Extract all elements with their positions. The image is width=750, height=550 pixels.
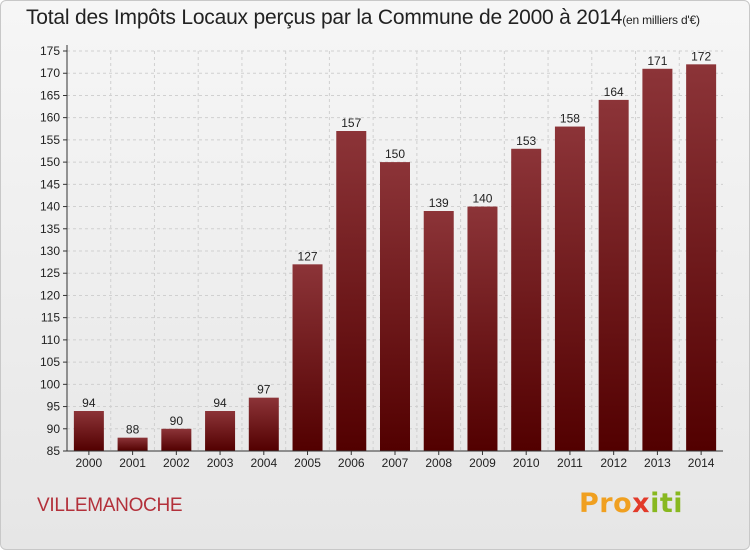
y-tick-label: 150 (40, 155, 60, 169)
data-label: 172 (691, 49, 711, 63)
bar (73, 411, 104, 451)
data-label: 139 (429, 196, 449, 210)
bar (161, 428, 192, 451)
data-label: 153 (516, 134, 536, 148)
x-tick-label: 2001 (119, 456, 146, 470)
data-label: 164 (604, 85, 624, 99)
data-label: 140 (472, 192, 492, 206)
x-tick-label: 2000 (76, 456, 103, 470)
y-tick-label: 165 (40, 88, 60, 102)
bar (511, 148, 542, 451)
data-label: 94 (213, 396, 227, 410)
x-tick-label: 2011 (557, 456, 583, 470)
data-label: 127 (298, 249, 318, 263)
bar (554, 126, 585, 452)
bar (292, 264, 323, 451)
y-tick-label: 175 (40, 44, 60, 58)
logo-part-2: x (632, 488, 651, 519)
logo-part-1: Pro (579, 488, 633, 519)
bar (336, 131, 367, 451)
bar (642, 68, 673, 452)
x-tick-label: 2003 (207, 456, 234, 470)
data-label: 97 (257, 383, 271, 397)
axes: 85 90 95 100 105 110 115 120 125 130 135 140 145 150 1… (40, 44, 723, 470)
bar (686, 64, 717, 452)
y-tick-label: 100 (40, 377, 60, 391)
data-label: 171 (647, 54, 667, 68)
chart-unit: (en milliers d'€) (622, 13, 700, 27)
y-tick-label: 85 (47, 444, 61, 458)
x-tick-label: 2004 (250, 456, 277, 470)
x-tick-label: 2012 (600, 456, 627, 470)
bar (467, 206, 498, 451)
y-tick-label: 115 (41, 311, 60, 325)
data-label: 88 (126, 423, 140, 437)
bar (248, 397, 279, 451)
data-label: 90 (170, 414, 184, 428)
y-tick-label: 155 (40, 133, 60, 147)
x-tick-label: 2014 (688, 456, 715, 470)
bar (205, 411, 236, 451)
x-tick-label: 2009 (469, 456, 496, 470)
y-tick-label: 110 (41, 333, 60, 347)
y-tick-label: 135 (40, 222, 60, 236)
y-tick-label: 120 (40, 288, 60, 302)
data-labels: 94 88 90 94 97 127 157 150 139 140 153 158 164 171 172 (82, 49, 711, 436)
chart-title: Total des Impôts Locaux perçus par la Co… (26, 6, 700, 30)
y-tick-label: 125 (40, 266, 60, 280)
commune-name: VILLEMANOCHE (37, 495, 183, 516)
y-tick-label: 160 (40, 111, 60, 125)
data-label: 158 (560, 112, 580, 126)
data-label: 94 (82, 396, 96, 410)
bar (423, 211, 454, 451)
bar (598, 99, 629, 451)
y-tick-label: 130 (40, 244, 60, 258)
data-label: 150 (385, 147, 405, 161)
chart-title-text: Total des Impôts Locaux perçus par la Co… (26, 6, 623, 29)
y-tick-label: 140 (40, 200, 60, 214)
data-label: 157 (341, 116, 361, 130)
x-tick-label: 2013 (644, 456, 671, 470)
x-tick-label: 2007 (382, 456, 409, 470)
x-tick-label: 2005 (294, 456, 321, 470)
x-tick-label: 2002 (163, 456, 190, 470)
y-tick-label: 95 (47, 400, 61, 414)
y-tick-label: 90 (47, 422, 61, 436)
bar (380, 162, 410, 451)
bars (73, 64, 717, 452)
proxiti-logo[interactable]: Proxiti (579, 488, 683, 519)
x-tick-label: 2006 (338, 456, 365, 470)
logo-part-3: iti (650, 488, 683, 519)
bar (117, 437, 148, 451)
x-tick-label: 2010 (513, 456, 540, 470)
y-tick-label: 105 (40, 355, 60, 369)
y-tick-label: 170 (40, 66, 60, 80)
x-tick-label: 2008 (425, 456, 452, 470)
y-tick-label: 145 (40, 177, 60, 191)
